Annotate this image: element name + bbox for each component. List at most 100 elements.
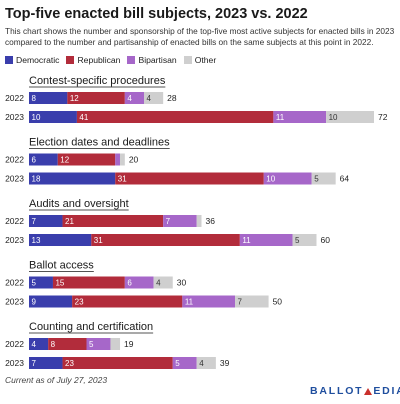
year-label-counting-and-certification-2023: 2023 xyxy=(5,358,24,368)
segment-label-counting-and-certification-2022-republican: 8 xyxy=(51,340,56,349)
legend-item-republican: Republican xyxy=(66,55,120,65)
segment-label-ballot-access-2022-republican: 15 xyxy=(55,279,64,288)
segment-label-audits-and-oversight-2022-democratic: 7 xyxy=(32,217,37,226)
segment-label-election-dates-and-deadlines-2022-democratic: 6 xyxy=(32,156,37,165)
total-label-election-dates-and-deadlines-2023: 64 xyxy=(340,174,350,184)
group-title-counting-and-certification: Counting and certification xyxy=(29,321,153,333)
logo-p-icon xyxy=(364,387,373,395)
legend-label-other: Other xyxy=(194,55,217,65)
bar-segment-contest-specific-procedures-2023-republican xyxy=(76,111,274,123)
year-label-election-dates-and-deadlines-2023: 2023 xyxy=(5,174,24,184)
legend-swatch-republican xyxy=(66,56,75,64)
segment-label-contest-specific-procedures-2022-democratic: 8 xyxy=(32,94,37,103)
total-label-ballot-access-2023: 50 xyxy=(273,297,283,307)
segment-label-counting-and-certification-2023-republican: 23 xyxy=(65,359,74,368)
bar-segment-election-dates-and-deadlines-2023-bipartisan xyxy=(263,172,312,185)
segment-label-audits-and-oversight-2023-bipartisan: 11 xyxy=(242,236,251,245)
segment-label-audits-and-oversight-2023-republican: 31 xyxy=(94,236,103,245)
legend: Democratic Republican Bipartisan Other xyxy=(5,55,223,65)
segment-label-ballot-access-2023-bipartisan: 11 xyxy=(185,298,194,307)
total-label-election-dates-and-deadlines-2022: 20 xyxy=(129,155,139,165)
year-label-contest-specific-procedures-2023: 2023 xyxy=(5,112,24,122)
segment-label-counting-and-certification-2022-bipartisan: 5 xyxy=(89,340,94,349)
bar-segment-election-dates-and-deadlines-2022-bipartisan xyxy=(115,153,121,166)
segment-label-audits-and-oversight-2022-bipartisan: 7 xyxy=(166,217,171,226)
bar-segment-ballot-access-2022-bipartisan xyxy=(124,276,154,289)
segment-label-contest-specific-procedures-2023-republican: 41 xyxy=(79,113,88,122)
footer-note: Current as of July 27, 2023 xyxy=(5,375,108,385)
bar-segment-counting-and-certification-2023-democratic xyxy=(29,357,63,369)
bar-segment-audits-and-oversight-2022-bipartisan xyxy=(163,215,197,227)
legend-label-democratic: Democratic xyxy=(16,55,60,65)
total-label-contest-specific-procedures-2022: 28 xyxy=(167,93,177,103)
segment-label-contest-specific-procedures-2022-republican: 12 xyxy=(70,94,79,103)
total-label-counting-and-certification-2022: 19 xyxy=(124,339,134,349)
segment-label-contest-specific-procedures-2023-democratic: 10 xyxy=(32,113,41,122)
total-label-counting-and-certification-2023: 39 xyxy=(220,358,230,368)
bar-segment-contest-specific-procedures-2023-bipartisan xyxy=(273,111,327,123)
segment-label-ballot-access-2023-democratic: 9 xyxy=(32,298,37,307)
bar-segment-audits-and-oversight-2023-bipartisan xyxy=(239,234,293,246)
bar-segment-audits-and-oversight-2023-other xyxy=(292,234,317,246)
bar-segment-election-dates-and-deadlines-2023-other xyxy=(311,172,336,185)
segment-label-contest-specific-procedures-2022-bipartisan: 4 xyxy=(127,94,132,103)
bar-segment-election-dates-and-deadlines-2022-republican xyxy=(57,153,116,166)
group-title-contest-specific-procedures: Contest-specific procedures xyxy=(29,75,166,87)
segment-label-audits-and-oversight-2022-republican: 21 xyxy=(65,217,74,226)
bar-segment-counting-and-certification-2023-bipartisan xyxy=(172,357,197,369)
bar-segment-counting-and-certification-2022-other xyxy=(110,338,121,350)
segment-label-election-dates-and-deadlines-2022-republican: 12 xyxy=(60,156,69,165)
year-label-election-dates-and-deadlines-2022: 2022 xyxy=(5,155,24,165)
year-label-ballot-access-2023: 2023 xyxy=(5,297,24,307)
segment-label-contest-specific-procedures-2022-other: 4 xyxy=(147,94,152,103)
segment-label-counting-and-certification-2022-democratic: 4 xyxy=(32,340,37,349)
bar-segment-ballot-access-2023-bipartisan xyxy=(182,295,236,308)
year-label-counting-and-certification-2022: 2022 xyxy=(5,339,24,349)
segment-label-election-dates-and-deadlines-2023-other: 5 xyxy=(314,175,319,184)
segment-label-ballot-access-2023-republican: 23 xyxy=(75,298,84,307)
bar-segment-contest-specific-procedures-2023-other xyxy=(326,111,374,123)
segment-label-election-dates-and-deadlines-2023-republican: 31 xyxy=(118,175,127,184)
bar-segment-election-dates-and-deadlines-2022-democratic xyxy=(29,153,58,166)
bar-segment-counting-and-certification-2023-other xyxy=(196,357,216,369)
year-label-contest-specific-procedures-2022: 2022 xyxy=(5,93,24,103)
bar-segment-counting-and-certification-2022-bipartisan xyxy=(86,338,111,350)
legend-label-republican: Republican xyxy=(77,55,121,65)
segment-label-ballot-access-2022-other: 4 xyxy=(156,279,161,288)
legend-label-bipartisan: Bipartisan xyxy=(138,55,177,65)
bar-segment-ballot-access-2023-republican xyxy=(72,295,183,308)
bar-segment-contest-specific-procedures-2022-democratic xyxy=(29,92,68,104)
legend-swatch-democratic xyxy=(5,56,13,64)
stacked-bar-chart: Contest-specific procedures 2022 8 12 4 4 28 20… xyxy=(5,75,388,369)
segment-label-ballot-access-2022-democratic: 5 xyxy=(32,279,37,288)
bar-segment-audits-and-oversight-2022-republican xyxy=(62,215,164,227)
segment-label-contest-specific-procedures-2023-other: 10 xyxy=(329,113,338,122)
segment-label-ballot-access-2022-bipartisan: 6 xyxy=(127,279,132,288)
bar-segment-audits-and-oversight-2023-republican xyxy=(91,234,240,246)
segment-label-contest-specific-procedures-2023-bipartisan: 11 xyxy=(276,113,285,122)
segment-label-election-dates-and-deadlines-2023-democratic: 18 xyxy=(32,175,41,184)
group-title-election-dates-and-deadlines: Election dates and deadlines xyxy=(29,137,170,149)
bar-segment-ballot-access-2023-democratic xyxy=(29,295,73,308)
legend-item-bipartisan: Bipartisan xyxy=(127,55,177,65)
bar-segment-election-dates-and-deadlines-2022-other xyxy=(120,153,125,166)
year-label-ballot-access-2022: 2022 xyxy=(5,278,24,288)
bar-segment-contest-specific-procedures-2022-other xyxy=(144,92,164,104)
bar-segment-audits-and-oversight-2022-other xyxy=(196,215,202,227)
group-title-audits-and-oversight: Audits and oversight xyxy=(29,198,129,210)
legend-swatch-bipartisan xyxy=(127,56,136,64)
group-title-ballot-access: Ballot access xyxy=(29,260,94,272)
chart-subtitle: This chart shows the number and sponsors… xyxy=(5,26,395,47)
segment-label-counting-and-certification-2023-other: 4 xyxy=(199,359,204,368)
bar-segment-audits-and-oversight-2023-democratic xyxy=(29,234,92,246)
legend-item-democratic: Democratic xyxy=(5,55,59,65)
bar-segment-contest-specific-procedures-2022-republican xyxy=(67,92,125,104)
total-label-contest-specific-procedures-2023: 72 xyxy=(378,112,388,122)
total-label-audits-and-oversight-2023: 60 xyxy=(321,235,331,245)
legend-swatch-other xyxy=(183,56,192,64)
ballotpedia-logo: BALLOT EDIA xyxy=(310,385,400,397)
bar-segment-ballot-access-2023-other xyxy=(235,295,269,308)
year-label-audits-and-oversight-2023: 2023 xyxy=(5,235,24,245)
bar-segment-counting-and-certification-2023-republican xyxy=(62,357,173,369)
legend-item-other: Other xyxy=(183,55,217,65)
